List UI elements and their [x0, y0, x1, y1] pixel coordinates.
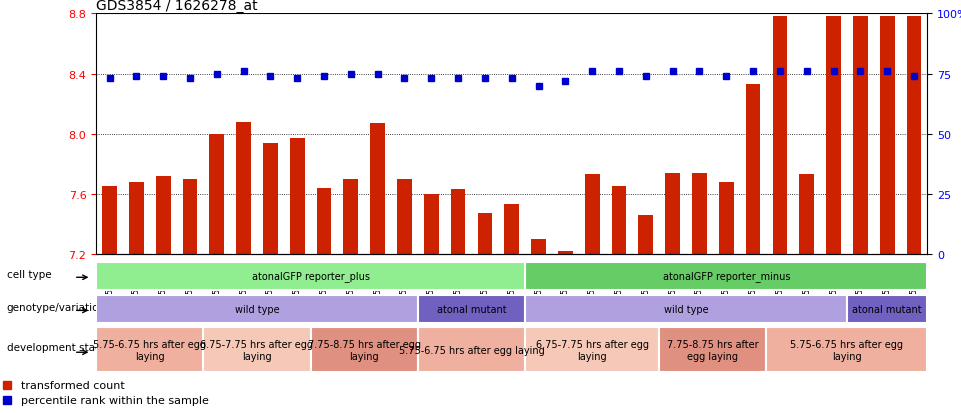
Bar	[558, 251, 573, 254]
Text: 6.75-7.75 hrs after egg
laying: 6.75-7.75 hrs after egg laying	[201, 339, 313, 361]
Bar	[156, 176, 170, 254]
Bar	[773, 17, 787, 254]
Bar	[317, 188, 332, 254]
Text: 7.75-8.75 hrs after
egg laying: 7.75-8.75 hrs after egg laying	[667, 339, 758, 361]
Bar	[418, 328, 525, 373]
Bar	[263, 143, 278, 254]
Bar	[611, 187, 627, 254]
Bar	[638, 215, 653, 254]
Bar	[236, 122, 251, 254]
Bar	[879, 17, 895, 254]
Text: percentile rank within the sample: percentile rank within the sample	[21, 395, 209, 405]
Bar	[525, 328, 659, 373]
Bar	[505, 204, 519, 254]
Bar	[665, 173, 680, 254]
Bar	[746, 85, 760, 254]
Text: cell type: cell type	[7, 270, 51, 280]
Bar	[290, 139, 305, 254]
Bar	[585, 175, 600, 254]
Bar	[826, 17, 841, 254]
Bar	[525, 295, 847, 323]
Text: atonal mutant: atonal mutant	[436, 304, 506, 314]
Bar	[767, 328, 927, 373]
Text: 7.75-8.75 hrs after egg
laying: 7.75-8.75 hrs after egg laying	[308, 339, 421, 361]
Bar	[397, 179, 412, 254]
Text: atonalGFP reporter_minus: atonalGFP reporter_minus	[662, 271, 790, 282]
Bar	[847, 295, 927, 323]
Bar	[96, 295, 418, 323]
Bar	[719, 182, 733, 254]
Bar	[906, 17, 922, 254]
Bar	[424, 194, 438, 254]
Text: 5.75-6.75 hrs after egg
laying: 5.75-6.75 hrs after egg laying	[790, 339, 903, 361]
Text: wild type: wild type	[664, 304, 708, 314]
Text: transformed count: transformed count	[21, 380, 125, 390]
Bar	[531, 239, 546, 254]
Bar	[853, 17, 868, 254]
Text: atonalGFP reporter_plus: atonalGFP reporter_plus	[252, 271, 370, 282]
Bar	[659, 328, 767, 373]
Text: 6.75-7.75 hrs after egg
laying: 6.75-7.75 hrs after egg laying	[535, 339, 649, 361]
Text: atonal mutant: atonal mutant	[852, 304, 922, 314]
Bar	[310, 328, 418, 373]
Text: 5.75-6.75 hrs after egg
laying: 5.75-6.75 hrs after egg laying	[93, 339, 207, 361]
Bar	[204, 328, 310, 373]
Bar	[800, 175, 814, 254]
Bar	[129, 182, 144, 254]
Text: wild type: wild type	[234, 304, 280, 314]
Bar	[183, 179, 197, 254]
Bar	[525, 262, 927, 290]
Text: development stage: development stage	[7, 343, 108, 353]
Bar	[96, 328, 204, 373]
Bar	[478, 214, 492, 254]
Text: GDS3854 / 1626278_at: GDS3854 / 1626278_at	[96, 0, 258, 14]
Bar	[96, 262, 525, 290]
Bar	[451, 190, 465, 254]
Text: 5.75-6.75 hrs after egg laying: 5.75-6.75 hrs after egg laying	[399, 345, 544, 355]
Bar	[692, 173, 706, 254]
Bar	[418, 295, 525, 323]
Bar	[343, 179, 358, 254]
Bar	[209, 134, 224, 254]
Text: genotype/variation: genotype/variation	[7, 303, 106, 313]
Bar	[370, 124, 385, 254]
Bar	[102, 187, 117, 254]
